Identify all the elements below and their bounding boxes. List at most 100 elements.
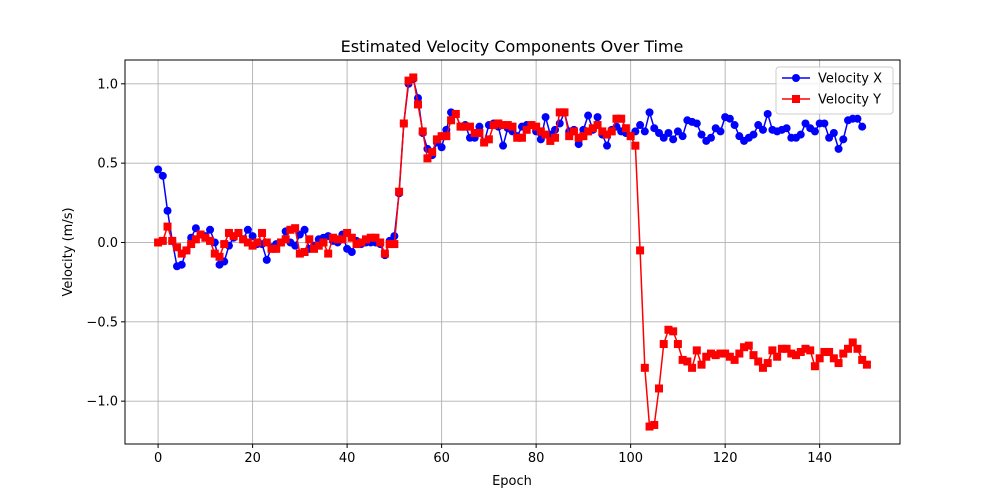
velocity-x-point (541, 113, 550, 122)
velocity-y-point (503, 121, 512, 130)
velocity-y-point (489, 121, 498, 130)
velocity-y-point (546, 136, 555, 145)
velocity-y-point (461, 122, 470, 131)
velocity-y-point (796, 347, 805, 356)
velocity-y-point (451, 109, 460, 118)
velocity-x-point (574, 140, 583, 149)
velocity-x-point (697, 130, 706, 139)
x-tick-label: 120 (713, 451, 738, 466)
velocity-y-point (366, 233, 375, 242)
velocity-y-point (560, 108, 569, 117)
velocity-x-point (191, 224, 200, 233)
velocity-y-point (763, 359, 772, 368)
velocity-y-point (291, 224, 300, 233)
velocity-y-point (669, 327, 678, 336)
velocity-y-point (206, 236, 215, 245)
x-tick-label: 100 (618, 451, 643, 466)
velocity-y-point (536, 127, 545, 136)
velocity-x-point (834, 144, 843, 153)
velocity-y-point (234, 228, 243, 237)
velocity-y-point (626, 132, 635, 141)
velocity-y-point (768, 346, 777, 355)
velocity-y-point (395, 187, 404, 196)
velocity-y-point (513, 133, 522, 142)
y-tick-label: 1.0 (97, 77, 118, 92)
velocity-y-point (376, 238, 385, 247)
velocity-x-point (636, 121, 645, 130)
velocity-y-point (371, 233, 380, 242)
velocity-x-point (749, 130, 758, 139)
velocity-x-point (706, 133, 715, 142)
velocity-y-point (191, 235, 200, 244)
velocity-x-point (839, 135, 848, 144)
velocity-y-point (305, 235, 314, 244)
velocity-x-point (584, 111, 593, 120)
velocity-y-point (182, 246, 191, 255)
velocity-y-point (584, 127, 593, 136)
legend: Velocity X Velocity Y (775, 66, 894, 115)
velocity-y-point (239, 235, 248, 244)
velocity-x-point (640, 127, 649, 136)
velocity-y-point (158, 236, 167, 245)
velocity-x-point (782, 124, 791, 133)
velocity-x-point (248, 232, 257, 241)
velocity-y-point (409, 73, 418, 82)
velocity-y-point (848, 338, 857, 347)
velocity-x-point (678, 132, 687, 141)
velocity-y-point (456, 122, 465, 131)
velocity-y-point (678, 355, 687, 364)
legend-label-velocity-x: Velocity X (818, 72, 882, 87)
velocity-y-point (621, 124, 630, 133)
velocity-y-point (555, 108, 564, 117)
velocity-x-point (437, 143, 446, 152)
velocity-y-point (428, 148, 437, 157)
x-tick-label: 20 (244, 451, 261, 466)
chart-title: Estimated Velocity Components Over Time (341, 37, 684, 56)
velocity-x-point (716, 127, 725, 136)
velocity-y-point (631, 141, 640, 150)
velocity-y-point (579, 132, 588, 141)
velocity-y-point (744, 341, 753, 350)
velocity-y-point (437, 132, 446, 141)
velocity-y-point (267, 244, 276, 253)
velocity-y-point (716, 349, 725, 358)
velocity-x-point (669, 135, 678, 144)
velocity-y-point (484, 135, 493, 144)
velocity-y-point (154, 238, 163, 247)
velocity-x-point (664, 128, 673, 137)
y-tick-label: −0.5 (86, 315, 118, 330)
y-tick-label: 0.5 (97, 157, 118, 172)
legend-label-velocity-y: Velocity Y (818, 93, 881, 108)
velocity-y-point (844, 344, 853, 353)
velocity-y-point (650, 420, 659, 429)
velocity-y-point (243, 238, 252, 247)
velocity-y-point (551, 133, 560, 142)
velocity-y-point (636, 246, 645, 255)
y-axis-label: Velocity (m/s) (61, 207, 76, 296)
velocity-y-point (792, 351, 801, 360)
velocity-y-point (172, 243, 181, 252)
velocity-y-point (475, 128, 484, 137)
velocity-y-point (782, 344, 791, 353)
velocity-y-point (834, 359, 843, 368)
velocity-y-point (683, 357, 692, 366)
velocity-y-point (527, 121, 536, 130)
velocity-y-point (603, 130, 612, 139)
velocity-y-point (569, 127, 578, 136)
velocity-y-point (347, 233, 356, 242)
velocity-y-point (276, 238, 285, 247)
velocity-x-point (243, 225, 252, 234)
velocity-y-point (541, 130, 550, 139)
x-tick-label: 40 (339, 451, 356, 466)
velocity-y-point (815, 354, 824, 363)
velocity-y-point (721, 349, 730, 358)
velocity-x-point (853, 114, 862, 123)
velocity-y-point (754, 357, 763, 366)
velocity-y-point (777, 344, 786, 353)
velocity-y-point (532, 122, 541, 131)
velocity-y-point (740, 343, 749, 352)
velocity-y-point (442, 132, 451, 141)
velocity-y-point (390, 240, 399, 249)
velocity-x-point (163, 206, 172, 215)
velocity-y-point (640, 363, 649, 372)
